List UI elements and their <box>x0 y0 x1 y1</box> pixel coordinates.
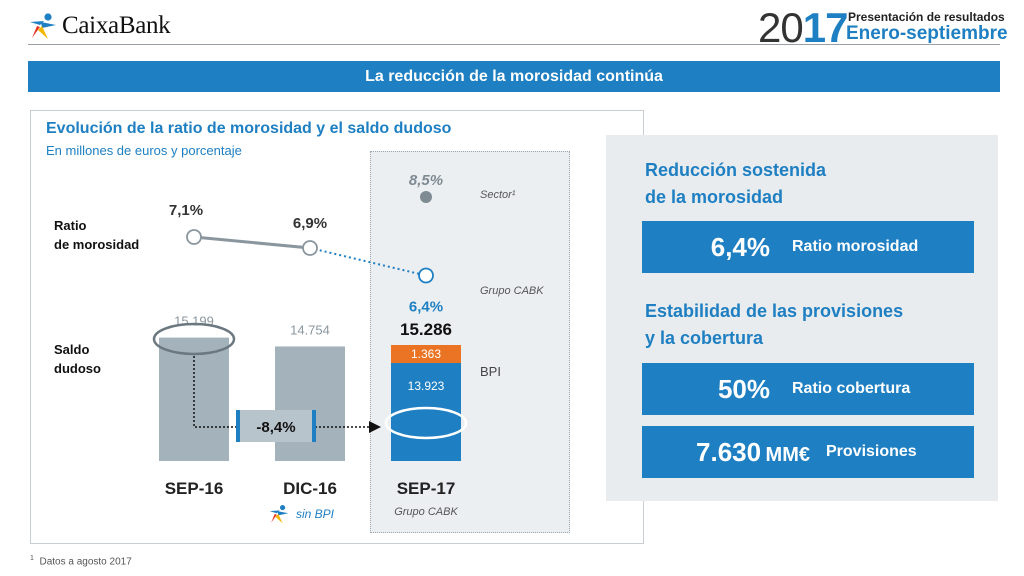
ratio-point-dic-16 <box>302 240 318 256</box>
heading2-line1: Estabilidad de las provisiones <box>645 301 904 321</box>
saldo-label-line1: Saldo <box>54 342 90 357</box>
change-connector-arrow <box>193 356 381 433</box>
ratio-row-label: Ratio de morosidad <box>54 216 139 254</box>
slide-banner: La reducción de la morosidad continúa <box>28 61 1000 92</box>
ratio-line-solid <box>193 235 311 250</box>
bar-sep-16 <box>159 337 229 461</box>
sep17-caption: Grupo CABK <box>394 506 458 518</box>
ratio-point-sep-17 <box>418 267 434 284</box>
cabk-value-label: 13.923 <box>408 379 445 393</box>
header-subtitle-period: Enero-septiembre <box>846 23 1008 44</box>
ratio-line-dotted <box>309 247 427 277</box>
heading1-line1: Reducción sostenida <box>645 160 827 180</box>
kpi-ratio-cobertura-value: 50% <box>717 373 770 404</box>
bar-total-sep-17: 15.286 <box>400 320 452 339</box>
bar-value-dic-16: 14.754 <box>290 322 330 337</box>
ratio-label-dic-16: 6,9% <box>293 215 327 232</box>
bar-dic-16 <box>275 346 345 461</box>
chart-subtitle: En millones de euros y porcentaje <box>46 143 242 158</box>
kpi-provisiones-unit: MM€ <box>765 443 810 466</box>
saldo-row-label: Saldo dudoso <box>54 340 101 378</box>
ratio-label-line1: Ratio <box>54 218 87 233</box>
sin-bpi-legend: sin BPI <box>268 504 334 524</box>
sin-bpi-label: sin BPI <box>296 507 335 521</box>
change-label: -8,4% <box>256 419 295 436</box>
kpi-ratio-morosidad-label: Ratio morosidad <box>792 238 919 255</box>
highlight-ellipse-sep17 <box>384 406 468 440</box>
heading-estabilidad: Estabilidad de las provisiones y la cobe… <box>645 298 903 352</box>
chart-title: Evolución de la ratio de morosidad y el … <box>46 120 452 137</box>
heading-reduccion: Reducción sostenida de la morosidad <box>645 157 826 211</box>
kpi-provisiones: 7.630 MM€ Provisiones <box>642 426 974 478</box>
ratio-label-line2: de morosidad <box>54 237 140 252</box>
star-logo-icon <box>30 13 56 39</box>
bpi-value-label: 1.363 <box>411 347 441 361</box>
category-label-sep-16: SEP-16 <box>165 479 224 498</box>
kpi-provisiones-value: 7.630 <box>696 436 762 467</box>
sector-point <box>420 191 432 203</box>
ratio-label-sep-17: 6,4% <box>409 299 443 316</box>
bar-sep-17-bpi <box>391 345 461 363</box>
bpi-legend-label: BPI <box>480 364 501 379</box>
highlight-ellipse-sep16 <box>152 322 236 356</box>
year-prefix: 20 <box>758 4 804 51</box>
year-suffix: 17 <box>802 4 849 51</box>
bar-value-sep-16: 15.199 <box>174 314 214 329</box>
kpi-provisiones-value-group: 7.630 MM€ <box>642 437 810 468</box>
ratio-point-sep-16 <box>186 229 202 245</box>
heading1-line2: de la morosidad <box>645 187 784 207</box>
heading2-line2: y la cobertura <box>645 328 764 348</box>
change-badge-inner <box>240 410 312 442</box>
category-label-dic-16: DIC-16 <box>283 479 337 498</box>
header-rule <box>28 44 1000 45</box>
header-subtitle-top: Presentación de resultados <box>848 10 1005 24</box>
ratio-group-name: Grupo CABK <box>480 285 544 297</box>
kpi-ratio-morosidad: 6,4% Ratio morosidad <box>642 221 974 273</box>
kpi-ratio-cobertura: 50% Ratio cobertura <box>642 363 974 415</box>
footnote-text: Datos a agosto 2017 <box>39 556 132 568</box>
header-year: 2017 <box>758 4 849 51</box>
sector-label: 8,5% <box>409 172 443 189</box>
footnote-marker: 1 <box>30 555 34 562</box>
sep17-highlight-box <box>370 151 570 533</box>
sector-name: Sector¹ <box>480 189 516 201</box>
ratio-label-sep-16: 7,1% <box>169 202 203 219</box>
category-label-sep-17: SEP-17 <box>397 479 456 498</box>
caixabank-logo: CaixaBank <box>28 12 171 40</box>
footnote: 1 Datos a agosto 2017 <box>30 555 132 567</box>
brand-name: CaixaBank <box>62 12 171 39</box>
kpi-provisiones-label: Provisiones <box>826 443 917 460</box>
star-logo-icon <box>269 505 289 524</box>
kpi-ratio-cobertura-label: Ratio cobertura <box>792 380 911 397</box>
kpi-ratio-morosidad-value: 6,4% <box>710 231 770 262</box>
saldo-label-line2: dudoso <box>54 361 101 376</box>
